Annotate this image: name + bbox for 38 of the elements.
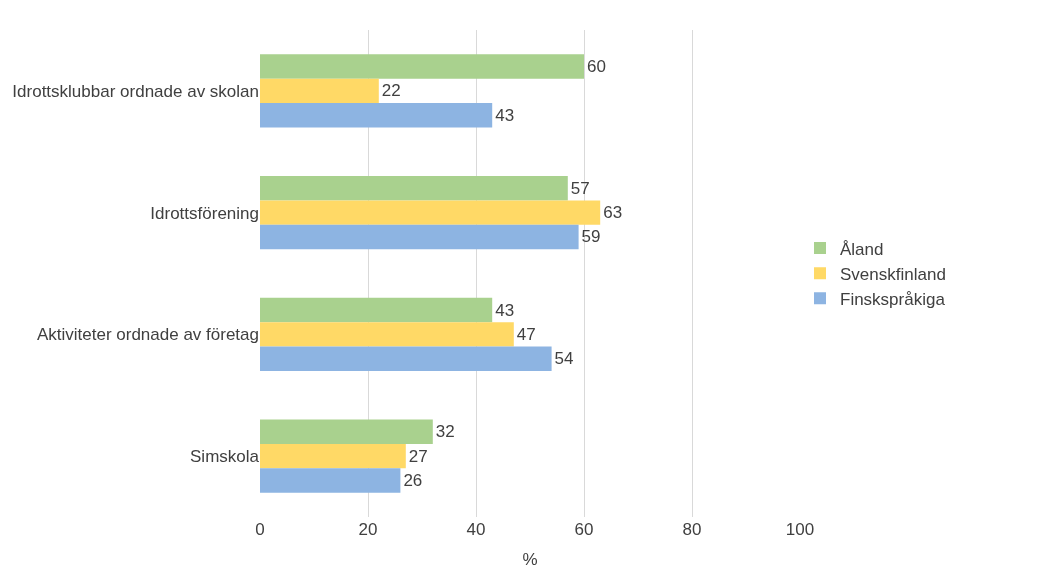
- bar: [260, 176, 568, 201]
- x-tick-label: 60: [574, 520, 594, 539]
- bar: [260, 468, 401, 493]
- y-tick-label: Idrottsklubbar ordnade av skolan: [12, 81, 259, 101]
- data-label: 59: [581, 227, 601, 247]
- x-tick-label: 40: [466, 520, 486, 539]
- x-tick-label: 80: [682, 520, 702, 539]
- data-label: 63: [603, 203, 623, 223]
- bar: [260, 103, 493, 128]
- legend-label: Svenskfinland: [840, 264, 946, 284]
- data-label: 43: [495, 105, 515, 125]
- bar: [260, 443, 406, 469]
- y-tick-label: Aktiviteter ordnade av företag: [36, 325, 259, 345]
- data-label: 43: [495, 300, 515, 320]
- bar: [260, 419, 433, 444]
- bar: [260, 224, 579, 250]
- data-label: 27: [408, 446, 428, 466]
- y-tick-label: Idrottsförening: [150, 203, 259, 223]
- data-label: 22: [381, 81, 401, 101]
- data-label: 57: [570, 178, 590, 198]
- legend-label: Åland: [840, 239, 884, 259]
- x-axis-title: %: [522, 550, 538, 570]
- data-label: 26: [403, 470, 423, 490]
- bar: [260, 297, 493, 323]
- bar: [260, 322, 514, 347]
- data-label: 54: [554, 349, 574, 369]
- x-tick-label: 20: [358, 520, 378, 539]
- x-tick-label: 0: [255, 520, 265, 539]
- bar: [260, 54, 584, 79]
- legend-label: Finskspråkiga: [840, 289, 946, 309]
- data-label: 47: [516, 324, 536, 344]
- bar: [260, 346, 552, 371]
- data-label: 60: [587, 57, 606, 77]
- data-label: 32: [435, 422, 455, 442]
- x-tick-label: 100: [785, 520, 815, 539]
- bar: [260, 200, 601, 225]
- y-tick-label: Simskola: [190, 447, 260, 467]
- bar: [260, 78, 379, 104]
